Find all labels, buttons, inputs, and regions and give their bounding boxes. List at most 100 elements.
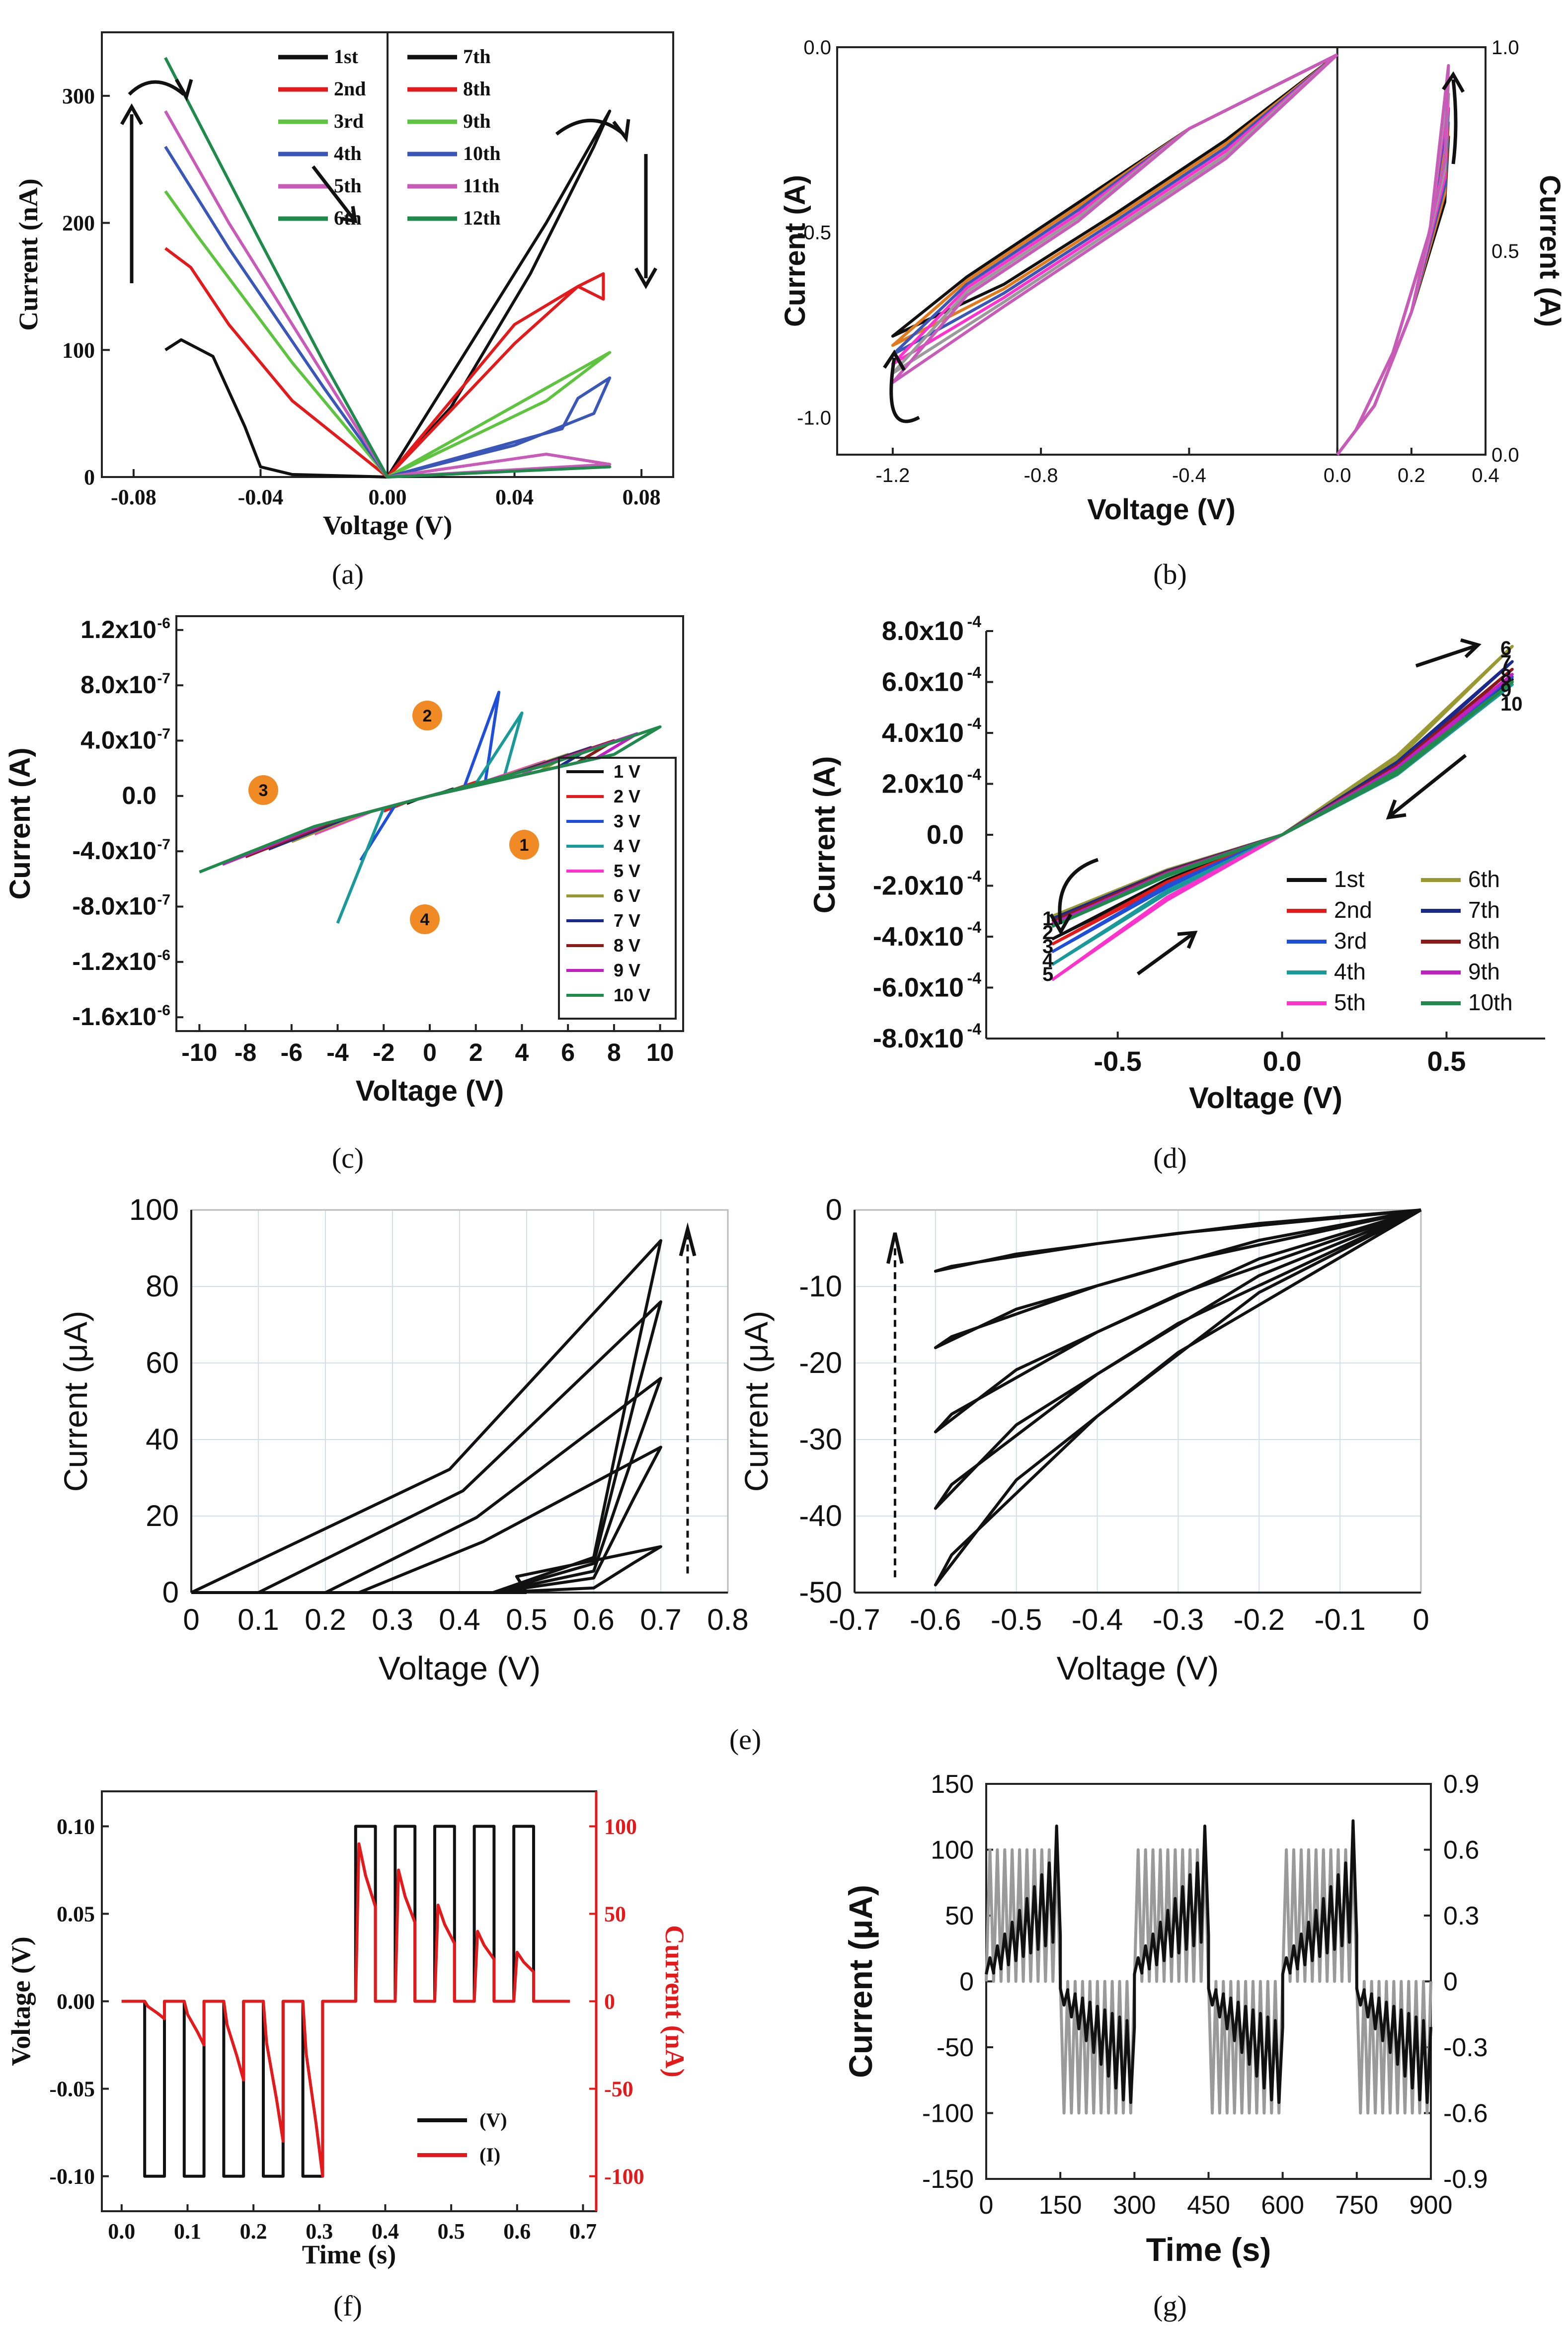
legend-label: 3rd [1334, 928, 1367, 954]
panel-f: 0.0 0.1 0.2 0.3 0.4 0.5 0.6 0.7 0.10 0.05 0.00 -0.0… [6, 1790, 690, 2269]
x-tick-label: 600 [1261, 2191, 1304, 2220]
end-label: 7 [1500, 651, 1511, 673]
caption-f: (f) [333, 2290, 362, 2322]
panel-d: -0.5 0.0 0.58.0x10 -46.0x10 -44.0x10 -42.0x10… [808, 613, 1545, 1115]
x-tick-label: 8 [607, 1039, 621, 1066]
arrow-curl [555, 119, 625, 136]
x-tick-label: 0.1 [237, 1603, 279, 1636]
arrow-head [174, 79, 193, 101]
arrow-head [634, 267, 658, 290]
y-tick-label: 8.0x10 [882, 616, 964, 646]
arrow-head [1460, 638, 1482, 658]
legend-label: 4th [334, 142, 362, 164]
x-tick-label: -1.2 [875, 465, 910, 486]
caption-a: (a) [332, 558, 364, 590]
arrow-up [1451, 79, 1458, 164]
arrow [1415, 644, 1477, 668]
end-label: 3 [1042, 936, 1053, 958]
series-pos-c1 [1336, 135, 1450, 456]
y-tick-exponent: -4 [967, 766, 982, 784]
x-tick-label: -0.4 [1172, 465, 1206, 486]
y-right-tick-label: 0 [1443, 1968, 1458, 1997]
legend-label: 10th [463, 142, 501, 164]
legend-label: (V) [479, 2109, 507, 2131]
y-tick-label: 0.10 [57, 1814, 95, 1839]
x-tick-label: 0.4 [439, 1603, 480, 1636]
y-tick-exponent: -7 [157, 892, 170, 908]
end-label: 1 [1042, 908, 1053, 930]
plot-frame [854, 1209, 1422, 1594]
legend-label: 12th [463, 207, 501, 229]
series-current [121, 1842, 570, 2178]
x-tick-label: 0.2 [240, 2219, 267, 2244]
y-tick-label: 0.0 [803, 37, 831, 59]
y-tick-label: -50 [937, 2033, 974, 2062]
end-label: 10 [1500, 693, 1523, 715]
y-right-tick-label: 50 [604, 1902, 626, 1926]
y-axis-label: Current (A) [779, 175, 811, 327]
marker-label: 1 [520, 836, 529, 855]
y-tick-label: -4.0x10 [72, 837, 157, 865]
x-tick-label: 0.3 [372, 1603, 413, 1636]
x-tick-label: 0.3 [306, 2219, 333, 2244]
legend-label: 1 V [614, 761, 640, 782]
legend-label: 6 V [614, 885, 640, 906]
x-tick-label: -0.2 [1234, 1603, 1285, 1636]
marker-3 [248, 775, 278, 805]
series-4th [164, 146, 612, 479]
legend-label: 8th [1468, 928, 1500, 954]
x-tick-label: 750 [1335, 2191, 1378, 2220]
series-1st [1051, 678, 1514, 941]
y-tick-label: 0.00 [57, 1990, 95, 2014]
legend-label: 9th [1468, 959, 1500, 984]
y-right-axis-label: Current (nA) [660, 1925, 690, 2077]
y-tick-label: 6.0x10 [882, 667, 964, 697]
legend-label: 5th [334, 174, 362, 197]
x-tick-label: -0.7 [829, 1603, 880, 1636]
y-axis-label: Current (nA) [13, 178, 43, 330]
arrow-head [341, 206, 358, 224]
y-tick-exponent: -7 [157, 726, 170, 742]
y-right-tick-label: -0.9 [1443, 2165, 1488, 2194]
y-right-tick-label: 0.0 [1491, 444, 1519, 466]
arrow [1136, 933, 1194, 975]
x-tick-label: 0.2 [305, 1603, 346, 1636]
series-pos-c5 [1336, 78, 1450, 456]
marker-label: 3 [259, 781, 268, 800]
x-tick-label: -0.5 [991, 1603, 1042, 1636]
y-tick-label: 1.2x10 [80, 616, 157, 643]
y-tick-label: -1.6x10 [72, 1003, 157, 1031]
y-tick-exponent: -6 [157, 615, 170, 632]
plot-frame [175, 615, 684, 1032]
y-tick-label: 2.0x10 [882, 769, 964, 799]
x-tick-label: 150 [1039, 2191, 1082, 2220]
y-tick-exponent: -4 [967, 613, 982, 631]
y-tick-label: 0 [826, 1193, 842, 1226]
x-tick-label: 0.0 [1324, 465, 1351, 486]
series-current [985, 1819, 1432, 2104]
y-tick-label: 100 [931, 1836, 974, 1865]
loop [934, 1208, 1422, 1587]
panel-c: -10 -8 -6 -4 -2 0 2 4 6 8 101.2x10 -68.0x10 -74.0x10… [4, 615, 684, 1107]
x-tick-label: -8 [235, 1039, 256, 1066]
end-label: 5 [1042, 963, 1053, 985]
x-tick-label: 0.08 [623, 485, 661, 509]
x-axis-label: Voltage (V) [1087, 493, 1236, 526]
y-right-tick-label: 0.6 [1443, 1836, 1479, 1865]
y-right-tick-label: 0.5 [1491, 241, 1519, 262]
x-tick-label: -0.8 [1024, 465, 1058, 486]
x-tick-label: 0.2 [1398, 465, 1425, 486]
end-label: 2 [1042, 922, 1053, 944]
x-tick-label: 0.7 [569, 2219, 597, 2244]
x-tick-label: -0.1 [1314, 1603, 1365, 1636]
arrow [1390, 754, 1467, 816]
series-pos-c3 [1336, 107, 1450, 456]
legend-label: 3rd [334, 110, 364, 132]
legend-label: (I) [479, 2144, 500, 2166]
y-tick-label: -0.5 [797, 222, 831, 244]
series-neg-c3 [891, 53, 1338, 356]
caption-d: (d) [1153, 1142, 1187, 1174]
y-tick-label: -0.10 [49, 2165, 95, 2189]
x-tick-label: 0.7 [640, 1603, 681, 1636]
end-label: 6 [1500, 638, 1511, 659]
